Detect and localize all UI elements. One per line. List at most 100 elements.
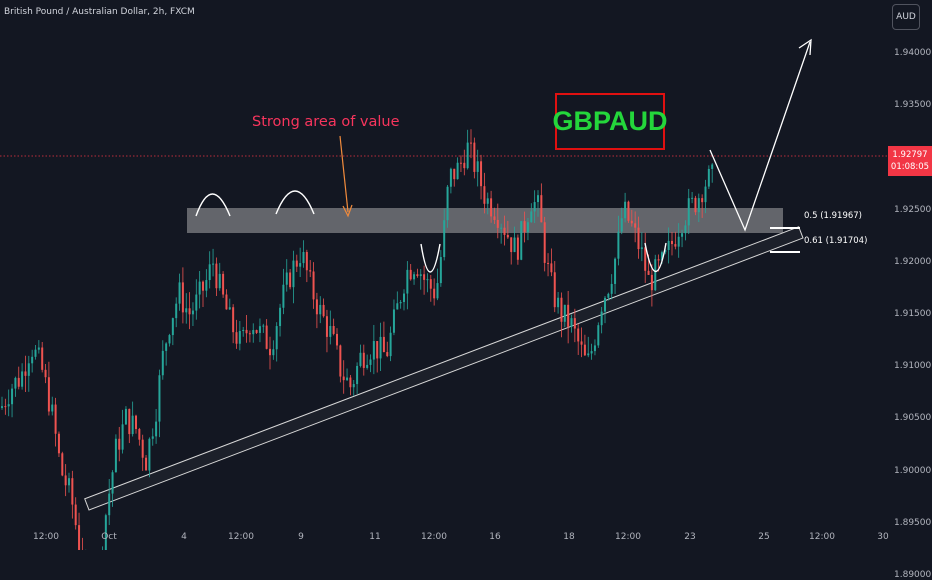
candle-body xyxy=(620,218,623,232)
candle-body xyxy=(232,307,235,333)
candle-body xyxy=(530,211,533,223)
time-tick: 12:00 xyxy=(809,532,835,542)
candle-body xyxy=(567,304,570,327)
candle-body xyxy=(493,216,496,220)
candle-body xyxy=(409,269,412,280)
candle-body xyxy=(436,283,439,299)
price-chart[interactable] xyxy=(0,0,932,550)
candle-body xyxy=(637,227,640,250)
candle-body xyxy=(674,244,677,247)
candle-body xyxy=(429,279,432,289)
pattern-arc xyxy=(195,193,231,217)
candle-body xyxy=(480,161,483,187)
candle-body xyxy=(218,273,221,289)
candle-body xyxy=(24,371,27,376)
candle-body xyxy=(7,404,10,407)
candle-body xyxy=(640,247,643,250)
candle-body xyxy=(138,429,141,440)
price-tick: 1.89500 xyxy=(894,517,932,528)
candle-body xyxy=(285,272,288,285)
candle-body xyxy=(510,237,513,253)
candle-body xyxy=(691,197,694,199)
candle-body xyxy=(459,162,462,164)
annotation-arrowhead xyxy=(342,204,353,218)
candle-body xyxy=(215,263,218,289)
candle-body xyxy=(667,240,670,251)
candle-body xyxy=(624,201,627,219)
candle-body xyxy=(31,356,34,364)
candle-body xyxy=(366,364,369,368)
price-tick: 1.90500 xyxy=(894,413,932,424)
candle-body xyxy=(597,325,600,346)
candle-body xyxy=(413,274,416,280)
candle-body xyxy=(684,225,687,234)
candle-body xyxy=(158,375,161,422)
candle-body xyxy=(681,233,684,237)
candle-body xyxy=(205,280,208,291)
candle-body xyxy=(165,343,168,351)
currency-button[interactable]: AUD xyxy=(892,4,920,30)
candle-body xyxy=(386,352,389,357)
candle-body xyxy=(543,222,546,263)
time-tick: 11 xyxy=(369,532,381,542)
candle-body xyxy=(634,223,637,228)
candle-body xyxy=(352,384,355,388)
candle-body xyxy=(533,202,536,212)
candle-body xyxy=(238,331,241,344)
current-price-tag: 1.92797 01:08:05 xyxy=(888,146,932,176)
countdown-value: 01:08:05 xyxy=(890,162,930,172)
time-tick: 4 xyxy=(181,532,187,542)
candle-body xyxy=(463,162,466,169)
candle-body xyxy=(557,297,560,308)
candle-body xyxy=(547,262,550,264)
candle-body xyxy=(604,297,606,312)
candle-body xyxy=(617,231,620,259)
candle-body xyxy=(403,293,405,303)
candle-body xyxy=(272,349,275,356)
candle-body xyxy=(265,325,268,349)
candle-body xyxy=(382,336,385,353)
symbol-text: GBPAUD xyxy=(552,106,668,136)
price-tick: 1.91500 xyxy=(894,309,932,319)
candle-body xyxy=(57,433,60,454)
fib-05-label: 0.5 (1.91967) xyxy=(804,211,863,221)
candle-body xyxy=(319,304,322,315)
fib-061-label: 0.61 (1.91704) xyxy=(804,236,868,246)
candle-body xyxy=(292,260,295,288)
candle-body xyxy=(573,318,576,329)
candle-body xyxy=(389,332,392,357)
candle-body xyxy=(419,274,422,277)
candle-body xyxy=(191,310,194,315)
candle-body xyxy=(315,299,318,315)
candle-body xyxy=(68,478,70,486)
candle-body xyxy=(14,377,17,389)
candle-body xyxy=(222,273,225,295)
candle-body xyxy=(607,293,610,298)
candle-body xyxy=(37,347,40,350)
time-tick: 25 xyxy=(758,532,770,542)
candle-body xyxy=(305,252,308,271)
price-tick: 1.89000 xyxy=(894,570,932,580)
candle-body xyxy=(664,250,667,253)
candle-body xyxy=(269,348,271,356)
candle-body xyxy=(570,318,573,327)
candle-body xyxy=(198,281,201,295)
candle-body xyxy=(4,406,7,408)
candle-body xyxy=(258,326,261,333)
candle-body xyxy=(701,198,704,203)
candle-body xyxy=(392,309,395,333)
candle-body xyxy=(141,439,144,458)
candle-body xyxy=(657,259,660,261)
candle-body xyxy=(523,221,526,233)
candle-body xyxy=(185,308,188,313)
candle-body xyxy=(181,282,184,313)
candle-body xyxy=(54,404,57,434)
candle-body xyxy=(11,388,14,405)
candle-body xyxy=(446,186,449,221)
candle-body xyxy=(118,438,121,450)
candle-body xyxy=(309,270,312,272)
time-tick: 12:00 xyxy=(33,532,59,542)
price-tick: 1.92000 xyxy=(894,256,932,267)
candle-body xyxy=(74,504,77,526)
symbol-label: GBPAUD xyxy=(552,93,668,150)
